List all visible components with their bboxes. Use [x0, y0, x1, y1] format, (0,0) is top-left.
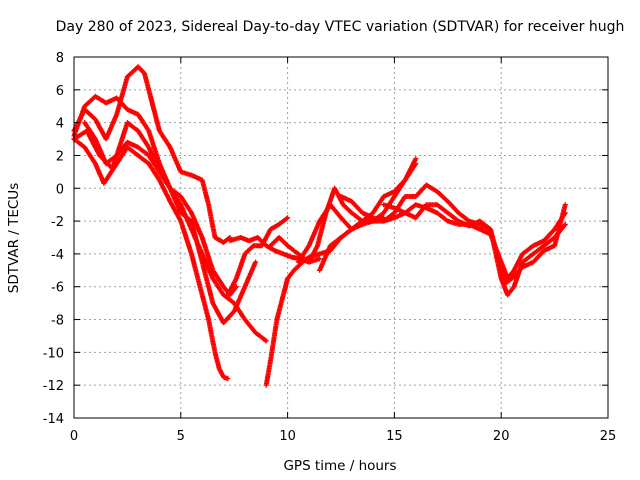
series-trace-5	[82, 120, 259, 326]
axis-ticks: 0 5 10 15 20 25 -14 -12 -10 -8 -6 -4 -2 0 2 4 6 8	[43, 51, 617, 444]
y-tick-label: -8	[51, 314, 64, 329]
x-tick-label: 0	[70, 429, 78, 444]
y-tick-label: -4	[51, 248, 64, 263]
y-tick-label: -2	[51, 215, 64, 230]
x-tick-label: 25	[600, 429, 617, 444]
x-tick-label: 20	[493, 429, 510, 444]
series-trace-10	[295, 156, 419, 265]
y-tick-label: -12	[43, 379, 64, 394]
data-series	[71, 64, 568, 388]
y-tick-label: -6	[51, 281, 64, 296]
y-tick-label: 0	[56, 182, 64, 197]
x-tick-label: 15	[386, 429, 403, 444]
y-tick-label: -10	[43, 346, 64, 361]
y-tick-label: -14	[43, 412, 64, 427]
x-tick-label: 10	[279, 429, 296, 444]
y-tick-label: 2	[56, 149, 64, 164]
series-trace-11	[317, 182, 568, 298]
chart-title: Day 280 of 2023, Sidereal Day-to-day VTE…	[56, 19, 625, 35]
series-trace-13	[381, 202, 568, 286]
y-axis-label: SDTVAR / TECUs	[6, 183, 22, 293]
plot-frame	[73, 56, 609, 419]
grid	[74, 57, 608, 418]
y-tick-label: 4	[56, 117, 64, 132]
x-tick-label: 5	[177, 429, 185, 444]
y-tick-label: 8	[56, 51, 64, 66]
y-tick-label: 6	[56, 84, 64, 99]
series-trace-6	[225, 215, 291, 298]
x-axis-label: GPS time / hours	[283, 458, 396, 474]
